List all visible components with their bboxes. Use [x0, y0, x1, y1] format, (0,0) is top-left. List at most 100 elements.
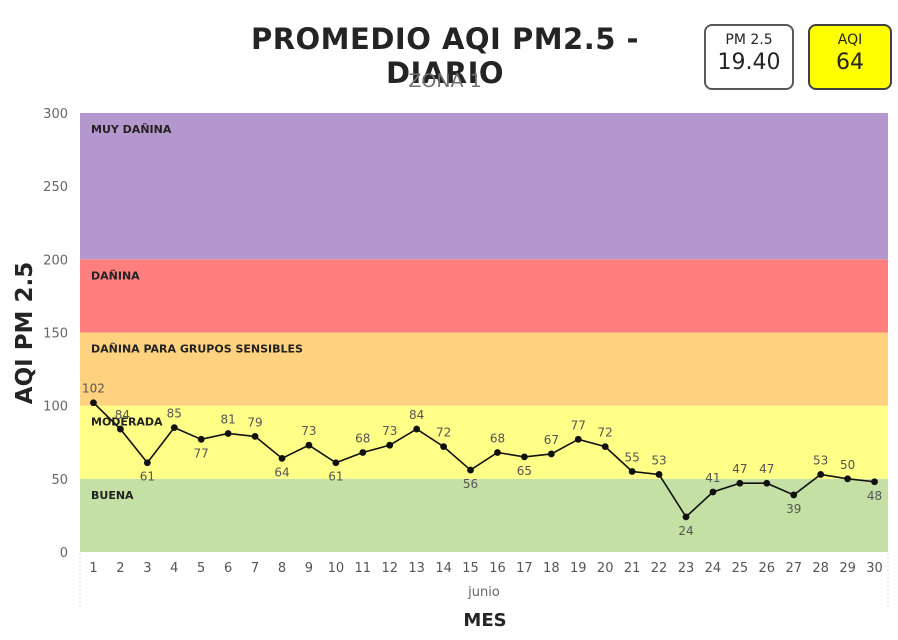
data-label-29: 48: [867, 489, 882, 503]
data-point-17: [547, 450, 555, 458]
data-point-5: [224, 430, 232, 437]
data-label-7: 64: [274, 465, 289, 479]
data-label-5: 81: [220, 412, 235, 426]
data-label-12: 84: [409, 408, 424, 422]
data-label-3: 85: [167, 407, 182, 421]
data-point-8: [305, 441, 313, 449]
x-tick-label-3: 4: [170, 561, 178, 576]
chart-subtitle: ZONA 1: [408, 70, 482, 92]
data-point-9: [332, 459, 340, 467]
aqi-card-label: AQI: [837, 32, 863, 48]
data-point-21: [655, 471, 663, 478]
x-tick-label-0: 1: [89, 561, 97, 576]
data-point-1: [117, 425, 124, 433]
data-label-14: 56: [463, 477, 478, 491]
x-tick-label-26: 27: [785, 561, 802, 576]
x-tick-label-10: 11: [355, 561, 372, 576]
data-label-16: 65: [517, 464, 532, 478]
data-label-24: 47: [732, 462, 747, 476]
x-tick-label-27: 28: [812, 561, 829, 576]
x-tick-label-24: 25: [732, 561, 749, 576]
x-tick-label-8: 9: [305, 561, 313, 576]
data-label-26: 39: [786, 502, 801, 516]
x-tick-label-1: 2: [116, 561, 124, 576]
data-point-12: [413, 425, 421, 433]
data-label-19: 72: [598, 426, 613, 440]
x-axis-label: MES: [463, 610, 507, 631]
x-tick-label-17: 18: [543, 561, 560, 576]
band-label-3: DAÑINA: [91, 269, 140, 282]
series-line: [92, 402, 875, 519]
aqi-card-value: 64: [836, 50, 864, 75]
data-label-4: 77: [194, 446, 209, 460]
pm25-card-label: PM 2.5: [725, 32, 773, 48]
data-label-22: 24: [678, 524, 693, 538]
data-point-3: [170, 424, 178, 432]
data-label-0: 102: [82, 382, 105, 396]
y-tick-label-5: 250: [43, 180, 68, 195]
band-label-2: DAÑINA PARA GRUPOS SENSIBLES: [91, 343, 303, 356]
data-point-16: [521, 453, 528, 461]
x-tick-label-22: 23: [678, 561, 695, 576]
data-label-27: 53: [813, 453, 828, 467]
data-label-21: 53: [651, 453, 666, 467]
x-tick-label-4: 5: [197, 561, 205, 576]
data-point-24: [736, 479, 744, 487]
data-point-2: [143, 459, 151, 467]
band-2: [80, 332, 888, 406]
pm25-card: PM 2.5 19.40: [704, 24, 794, 90]
data-label-8: 73: [301, 424, 316, 438]
data-label-23: 41: [705, 471, 720, 485]
x-tick-label-19: 20: [597, 561, 614, 576]
x-tick-label-9: 10: [328, 561, 345, 576]
data-point-14: [467, 466, 474, 474]
y-tick-label-4: 200: [43, 253, 68, 268]
data-point-19: [601, 443, 609, 451]
data-label-1: 84: [115, 408, 130, 422]
x-tick-label-12: 13: [408, 561, 425, 576]
y-tick-label-1: 50: [51, 473, 68, 488]
x-tick-label-11: 12: [381, 561, 398, 576]
data-point-22: [682, 513, 690, 521]
data-label-17: 67: [544, 433, 559, 447]
x-tick-label-16: 17: [516, 561, 533, 576]
data-label-20: 55: [624, 451, 639, 465]
data-label-18: 77: [571, 418, 586, 432]
x-tick-label-25: 26: [759, 561, 776, 576]
x-tick-label-15: 16: [489, 561, 506, 576]
y-tick-label-2: 100: [43, 400, 68, 415]
data-point-15: [494, 449, 501, 456]
data-point-29: [871, 478, 878, 486]
y-tick-label-6: 300: [43, 107, 68, 122]
y-axis-label: AQI PM 2.5: [12, 261, 38, 405]
data-point-20: [628, 468, 636, 475]
band-label-1: MODERADA: [91, 416, 163, 429]
x-tick-label-18: 19: [570, 561, 587, 576]
band-0: [80, 478, 888, 552]
y-tick-label-3: 150: [43, 327, 68, 342]
x-group-label: junio: [467, 585, 500, 600]
x-tick-label-28: 29: [839, 561, 856, 576]
data-label-28: 50: [840, 458, 855, 472]
x-tick-label-20: 21: [624, 561, 641, 576]
data-point-27: [817, 471, 825, 478]
x-tick-label-29: 30: [866, 561, 883, 576]
x-tick-label-7: 8: [278, 561, 286, 576]
data-label-11: 73: [382, 424, 397, 438]
band-4: [80, 113, 888, 260]
aqi-card: AQI 64: [808, 24, 892, 90]
data-point-0: [90, 399, 97, 407]
band-label-4: MUY DAÑINA: [91, 123, 172, 136]
x-tick-label-14: 15: [462, 561, 479, 576]
data-label-25: 47: [759, 462, 774, 476]
x-tick-label-2: 3: [143, 561, 151, 576]
data-point-4: [197, 435, 205, 443]
data-point-26: [790, 491, 798, 499]
data-point-25: [763, 479, 771, 487]
band-1: [80, 405, 888, 479]
data-point-10: [359, 449, 367, 456]
data-label-9: 61: [328, 470, 343, 484]
data-point-28: [844, 475, 851, 483]
data-label-2: 61: [140, 470, 155, 484]
